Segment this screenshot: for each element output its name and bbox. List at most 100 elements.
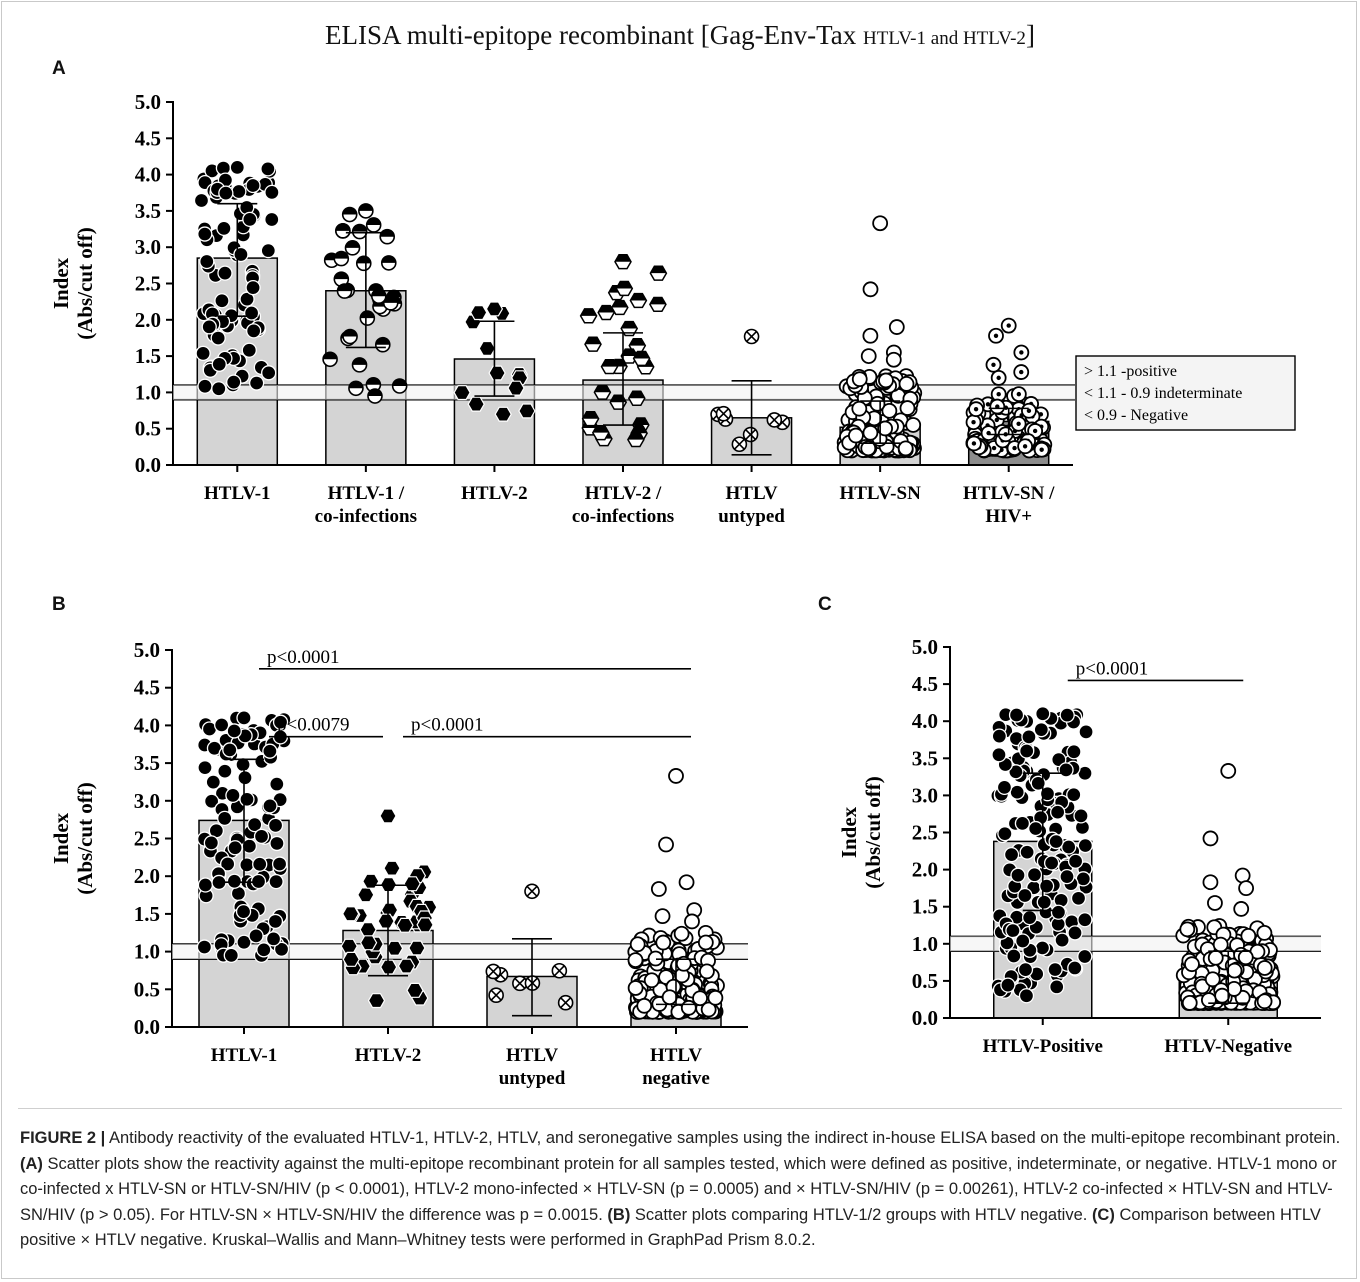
data-point xyxy=(488,365,506,381)
data-point xyxy=(1033,441,1050,458)
data-point xyxy=(264,184,280,201)
data-point xyxy=(1006,948,1022,964)
data-point xyxy=(216,220,232,237)
y-tick-label: 3.0 xyxy=(135,235,161,259)
y-tick-label: 3.0 xyxy=(912,783,938,807)
scatter-group xyxy=(710,328,791,453)
data-point xyxy=(1043,855,1060,871)
data-point xyxy=(1237,949,1254,966)
data-point xyxy=(273,941,290,957)
data-point xyxy=(397,958,416,974)
data-point xyxy=(1030,775,1046,791)
data-point xyxy=(367,993,386,1009)
y-tick-label: 1.0 xyxy=(135,380,161,404)
data-point xyxy=(1017,438,1033,455)
data-point xyxy=(1220,763,1237,779)
y-tick-label: 2.0 xyxy=(912,858,938,882)
scatter-group xyxy=(627,768,725,1020)
data-point xyxy=(524,883,540,900)
y-tick-label: 3.0 xyxy=(134,789,160,813)
data-point xyxy=(699,963,715,980)
data-point xyxy=(1240,927,1257,944)
data-point xyxy=(241,342,257,358)
caption-b-text: Scatter plots comparing HTLV-1/2 groups … xyxy=(634,1205,1088,1224)
data-point xyxy=(593,384,612,400)
scatter-group xyxy=(1175,763,1282,1012)
y-tick-label: 4.5 xyxy=(135,126,161,150)
data-point xyxy=(380,255,397,271)
data-point xyxy=(226,723,242,739)
data-point xyxy=(403,876,421,892)
data-point xyxy=(379,228,396,245)
data-point xyxy=(248,928,264,944)
data-point xyxy=(217,265,233,281)
data-point xyxy=(673,925,690,942)
data-point xyxy=(246,323,262,339)
data-point xyxy=(1078,724,1094,740)
data-point xyxy=(627,980,644,996)
panel-label-c: C xyxy=(818,594,832,615)
data-point xyxy=(341,206,358,223)
data-point xyxy=(485,963,502,980)
data-point xyxy=(872,215,889,232)
y-tick-label: 4.0 xyxy=(134,713,160,737)
data-point xyxy=(668,768,684,784)
data-point xyxy=(223,947,239,964)
y-axis-label-line2: (Abs/cut off) xyxy=(73,782,97,895)
data-point xyxy=(1008,707,1025,723)
data-point xyxy=(1066,787,1082,803)
chart-panel-c: 0.0 0.5 1.0 1.5 2.0 2.5 3.0 3.5 4.0 4.5 5.0 Index(A… xyxy=(837,635,1321,1057)
data-point xyxy=(365,217,382,233)
data-point xyxy=(1047,961,1063,978)
data-point xyxy=(1005,922,1021,939)
data-point xyxy=(1010,386,1027,403)
data-point xyxy=(905,417,922,433)
y-axis-label: Index(Abs/cut off) xyxy=(837,776,885,889)
x-tick-label: HTLV-2 xyxy=(355,1045,422,1066)
data-point xyxy=(697,934,714,951)
data-point xyxy=(985,356,1002,373)
data-point xyxy=(980,425,997,442)
data-point xyxy=(996,779,1013,795)
data-point xyxy=(684,913,700,930)
data-point xyxy=(597,304,616,321)
data-point xyxy=(247,816,263,833)
data-point xyxy=(851,371,868,388)
y-tick-label: 4.0 xyxy=(135,163,161,187)
y-tick-label: 2.0 xyxy=(135,308,161,332)
data-point xyxy=(862,327,879,344)
data-point xyxy=(1207,895,1223,911)
data-point xyxy=(239,857,255,873)
data-point xyxy=(1021,402,1037,419)
data-point xyxy=(1036,894,1052,910)
data-point xyxy=(222,742,238,758)
data-point xyxy=(211,356,227,372)
data-point xyxy=(396,917,414,933)
data-point xyxy=(766,412,783,428)
data-point xyxy=(715,405,732,422)
data-point xyxy=(265,931,282,947)
data-point xyxy=(217,810,233,827)
x-tick-label: HTLV-Positive xyxy=(983,1036,1103,1057)
data-point xyxy=(988,327,1004,344)
data-point xyxy=(966,435,982,452)
x-tick-label: untyped xyxy=(499,1068,566,1089)
data-point xyxy=(256,942,272,958)
data-point xyxy=(333,250,350,267)
data-point xyxy=(1021,909,1038,926)
data-point xyxy=(359,310,376,326)
data-point xyxy=(478,340,496,356)
data-point xyxy=(453,385,471,401)
data-point xyxy=(1256,924,1273,941)
data-point xyxy=(1049,804,1066,820)
data-point xyxy=(218,185,234,201)
data-point xyxy=(742,426,759,443)
data-point xyxy=(1202,874,1219,891)
data-point xyxy=(627,390,646,406)
figure-title: ELISA multi-epitope recombinant [Gag-Env… xyxy=(0,20,1360,51)
data-point xyxy=(335,223,351,239)
data-point xyxy=(211,874,227,891)
data-point xyxy=(272,714,289,730)
data-point xyxy=(342,951,360,967)
